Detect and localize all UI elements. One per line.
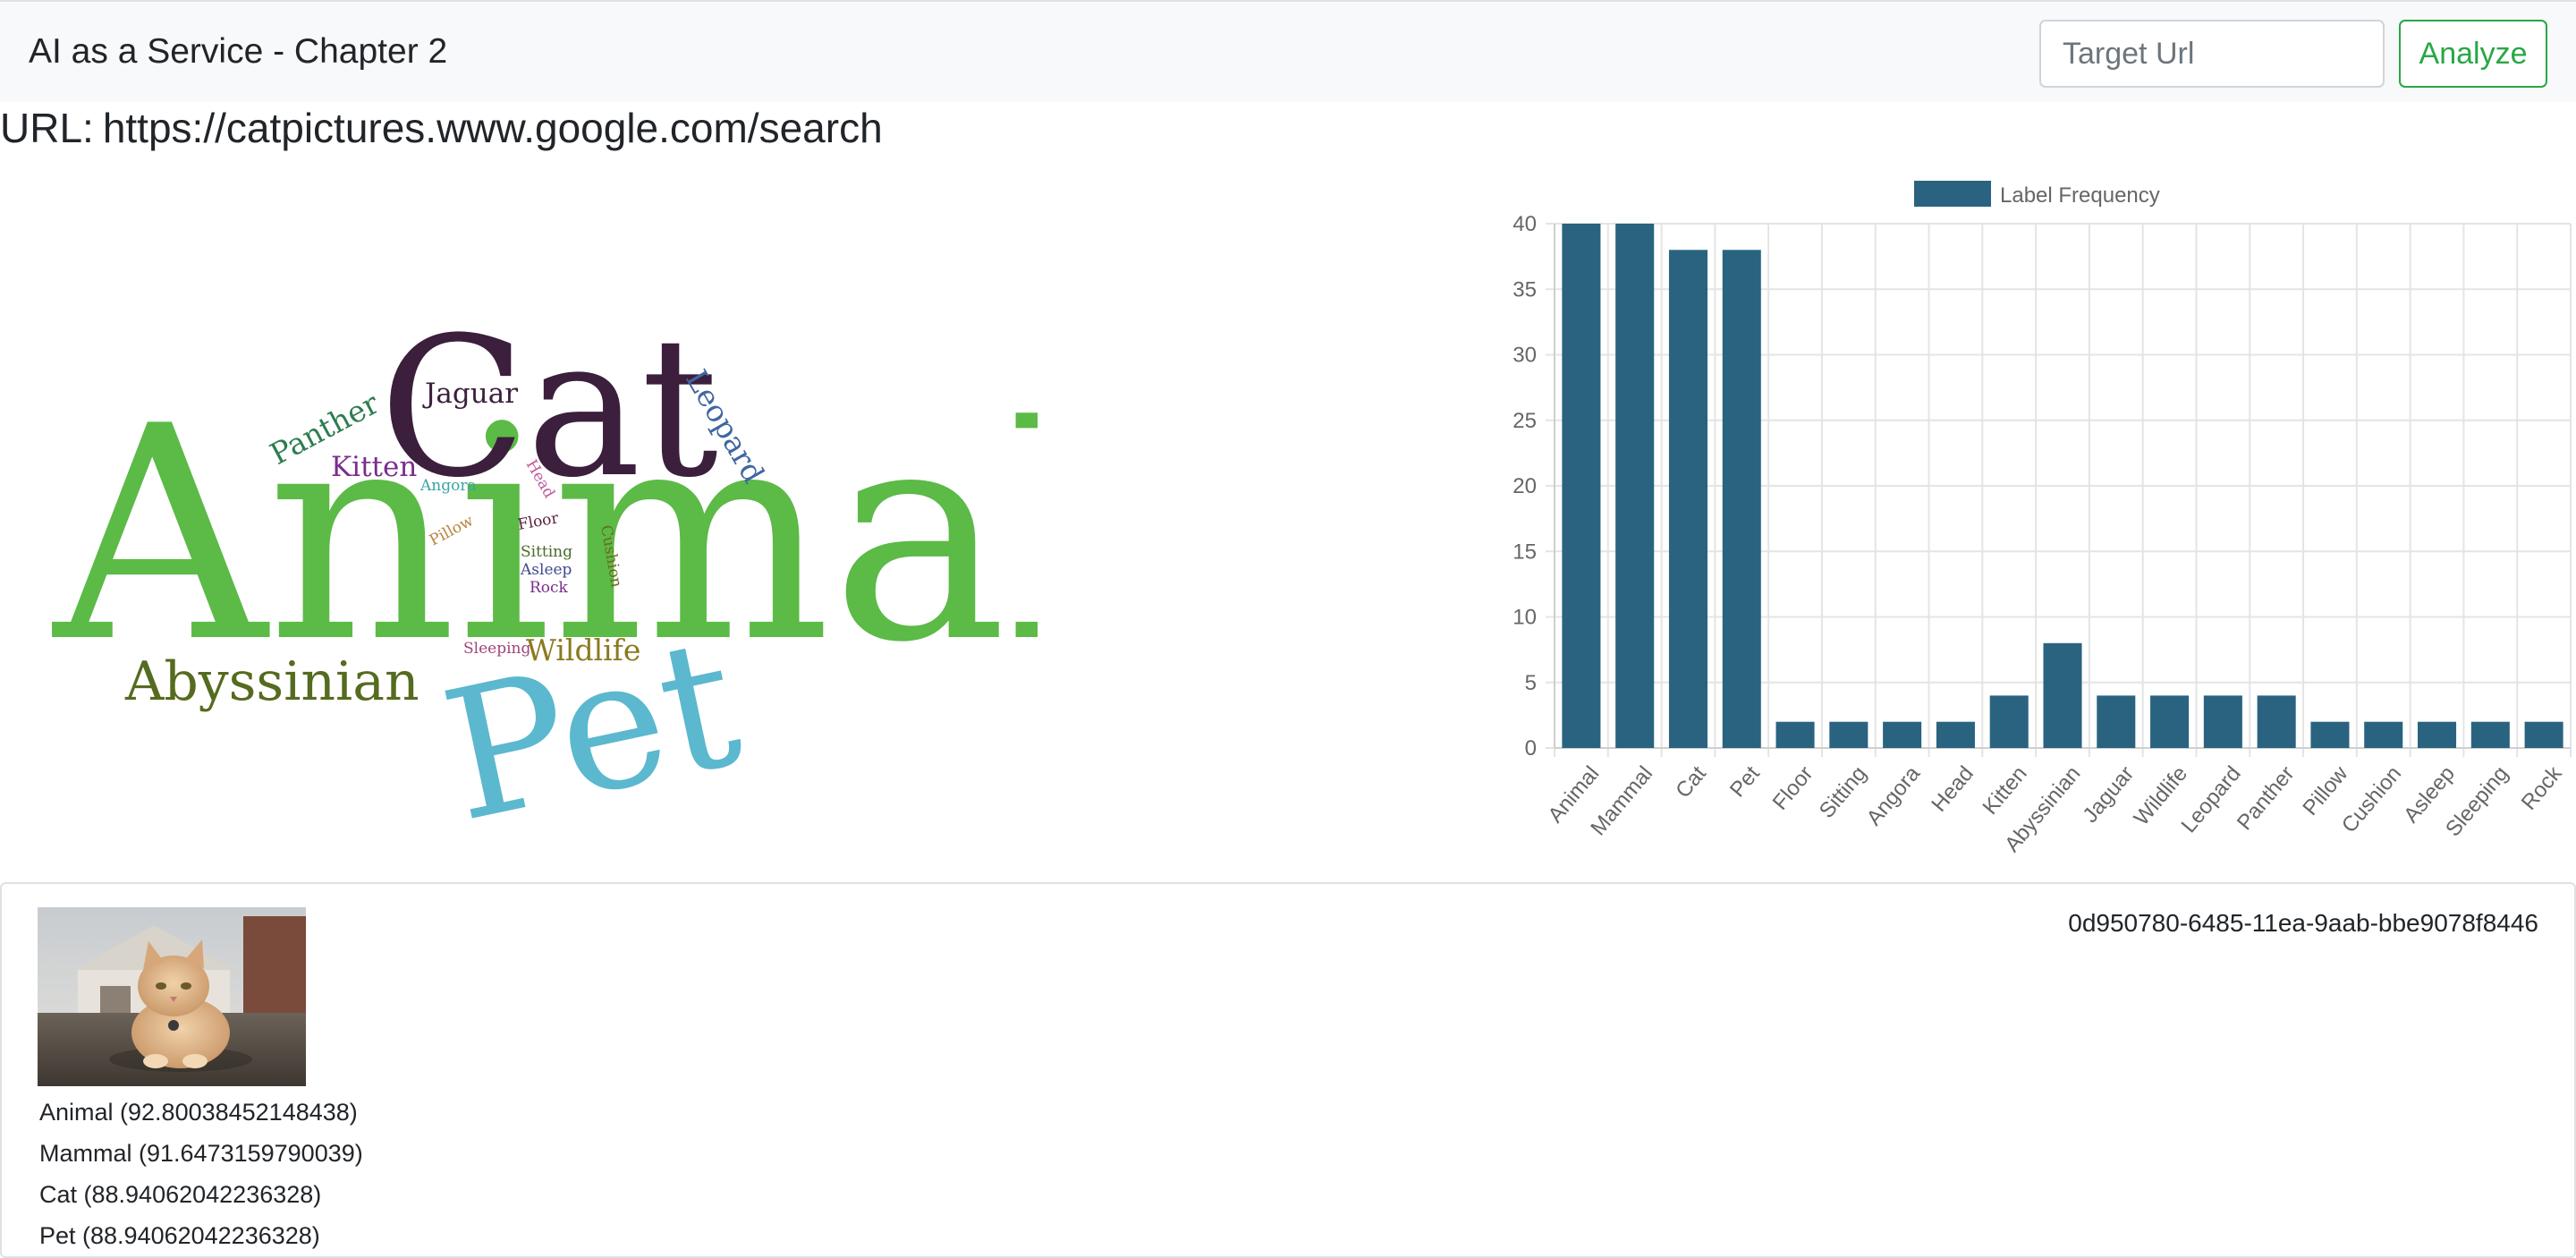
bar: [2097, 695, 2136, 748]
word-cloud-word: Animal: [49, 363, 1038, 707]
word-cloud-word: Sleeping: [463, 640, 530, 658]
list-item: Cat (88.94062042236328): [39, 1181, 322, 1208]
list-item: Animal (92.80038452148438): [39, 1099, 358, 1126]
word-cloud-word: Angora: [419, 477, 477, 495]
record-id: 0d950780-6485-11ea-9aab-bbe9078f8446: [2068, 909, 2538, 937]
word-cloud-word: Jaguar: [422, 378, 518, 410]
url-value: https://catpictures.www.google.com/searc…: [102, 105, 883, 151]
bar: [1775, 721, 1815, 748]
bar: [1989, 695, 2029, 748]
bar: [2524, 721, 2563, 748]
word-cloud-word: Kitten: [331, 451, 417, 483]
bar: [1562, 224, 1601, 748]
word-cloud-word: Sitting: [521, 543, 572, 561]
navbar-brand[interactable]: AI as a Service - Chapter 2: [29, 32, 448, 71]
bar: [2257, 695, 2296, 748]
bar: [1829, 721, 1868, 748]
word-cloud-word: Asleep: [520, 561, 572, 579]
word-cloud-word: Abyssinian: [124, 650, 419, 713]
y-tick-label: 30: [1513, 344, 1537, 368]
bar: [2043, 642, 2082, 748]
x-tick-label: Pet: [1725, 761, 1765, 802]
x-tick-label: Rock: [2517, 761, 2567, 815]
y-tick-label: 35: [1513, 277, 1537, 302]
url-heading: URL: https://catpictures.www.google.com/s…: [0, 104, 883, 152]
x-tick-label: Head: [1927, 761, 1979, 816]
y-tick-label: 10: [1513, 606, 1537, 630]
bar: [1936, 721, 1975, 748]
word-cloud-word: Wildlife: [526, 633, 640, 667]
label-list: Animal (92.80038452148438) Mammal (91.64…: [39, 1092, 363, 1256]
x-tick-label: Floor: [1768, 761, 1818, 814]
bar: [2150, 695, 2190, 748]
legend-swatch: [1914, 181, 1991, 207]
bar: [1668, 250, 1707, 748]
result-card: 0d950780-6485-11ea-9aab-bbe9078f8446 Ani…: [0, 882, 2576, 1258]
legend-label: Label Frequency: [2000, 183, 2160, 208]
x-tick-label: Pillow: [2298, 761, 2352, 820]
cat-thumbnail: [38, 907, 306, 1086]
y-tick-label: 40: [1513, 212, 1537, 236]
y-tick-label: 25: [1513, 409, 1537, 433]
word-cloud: Animal Cat Pet Abyssinian Jaguar Leopard…: [49, 295, 1038, 859]
x-tick-label: Angora: [1862, 761, 1926, 830]
bar: [2418, 721, 2457, 748]
navbar: AI as a Service - Chapter 2 Analyze: [0, 0, 2576, 102]
x-tick-label: Panther: [2233, 761, 2300, 835]
target-url-input[interactable]: [2039, 20, 2385, 88]
y-tick-label: 15: [1513, 540, 1537, 564]
list-item: Pet (88.94062042236328): [39, 1222, 320, 1249]
bar: [2203, 695, 2242, 748]
bar: [1722, 250, 1761, 748]
word-cloud-word: Cat: [379, 295, 718, 520]
x-tick-label: Jaguar: [2078, 761, 2139, 828]
bar: [1883, 721, 1922, 748]
x-tick-label: Cat: [1671, 761, 1711, 803]
x-tick-label: Kitten: [1979, 761, 2032, 819]
bar: [2470, 721, 2510, 748]
bar: [2310, 721, 2350, 748]
label-frequency-chart: Label Frequency0510152025303540AnimalMam…: [1513, 181, 2572, 857]
word-cloud-word: Rock: [530, 579, 569, 597]
cat-photo: [38, 907, 306, 1086]
bar: [2364, 721, 2403, 748]
list-item: Mammal (91.6473159790039): [39, 1140, 363, 1167]
y-tick-label: 20: [1513, 474, 1537, 498]
y-tick-label: 0: [1525, 736, 1537, 761]
url-prefix: URL:: [0, 105, 94, 151]
analyze-button[interactable]: Analyze: [2399, 20, 2547, 88]
bar: [1615, 224, 1655, 748]
y-tick-label: 5: [1525, 671, 1537, 695]
